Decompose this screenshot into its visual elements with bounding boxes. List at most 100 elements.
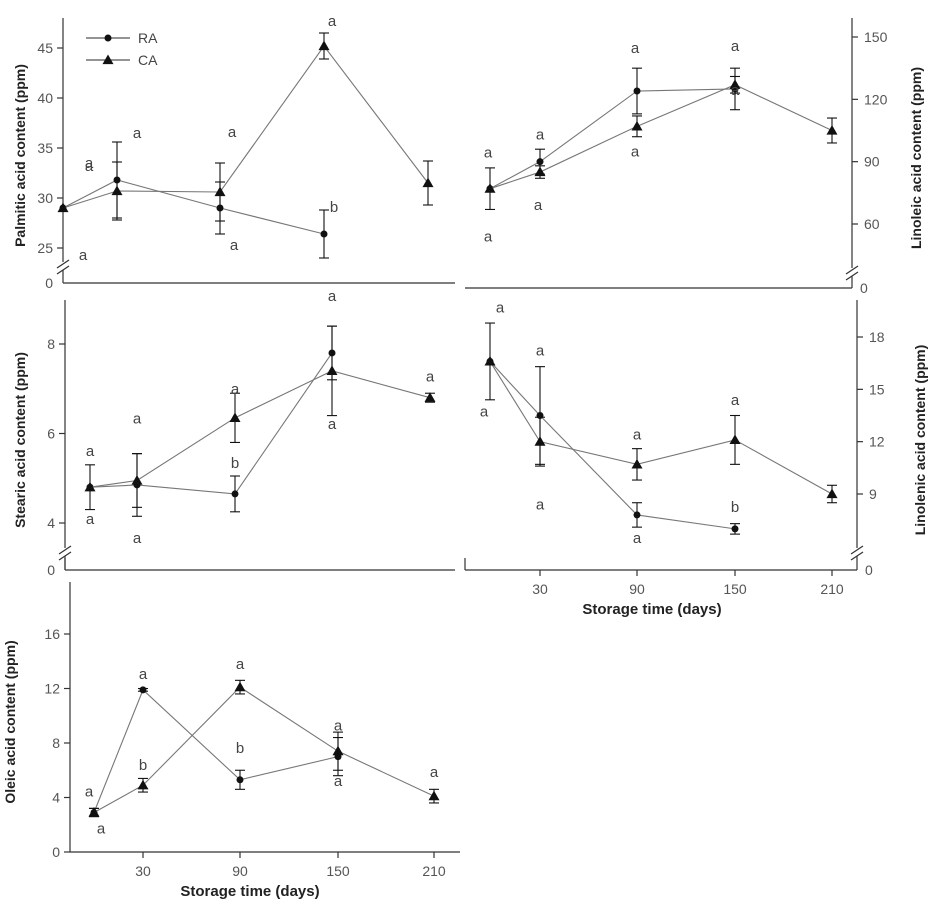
series-line-ca [89, 370, 431, 488]
data-point-ca [332, 745, 344, 756]
y-zero-label: 0 [45, 275, 53, 291]
data-point-ca [484, 355, 496, 366]
significance-label: a [79, 247, 88, 264]
y-axis-label: Palmitic acid content (ppm) [12, 64, 28, 247]
y-axis-label: Linoleic acid content (ppm) [908, 67, 924, 249]
data-point-ca [131, 474, 143, 485]
significance-label: a [85, 783, 94, 800]
data-point-ca [826, 125, 838, 135]
significance-label: a [496, 299, 505, 316]
significance-label: b [330, 199, 338, 216]
significance-label: a [133, 125, 142, 142]
data-point-ca [631, 120, 643, 131]
significance-label: a [731, 82, 740, 99]
legend-marker-ca [102, 54, 114, 65]
series-line-ra [489, 361, 736, 530]
y-tick-label: 8 [52, 735, 60, 751]
significance-label: a [236, 656, 245, 673]
data-point-ra [231, 490, 239, 498]
panel-oleic: 0 4 8 12 16 Oleic acid content (ppm) 30 90 150 21… [2, 582, 460, 900]
y-axis-label: Oleic acid content (ppm) [2, 640, 18, 803]
y-tick-label: 4 [47, 515, 55, 531]
significance-label: a [731, 38, 740, 55]
data-point-ca [729, 79, 741, 89]
data-point-ra [633, 511, 641, 519]
axis-break-mark [58, 545, 72, 555]
panel-palmitic: 25 30 35 40 45 0 Palmitic acid content (ppm) a a… [12, 13, 455, 291]
significance-label: a [631, 143, 640, 160]
panel-linoleic: 60 90 120 150 0 Linoleic acid content (ppm) a a… [465, 18, 924, 296]
y-tick-label: 9 [869, 486, 877, 502]
y-zero-label: 0 [860, 280, 868, 296]
significance-label: a [334, 773, 343, 790]
significance-label: a [534, 197, 543, 214]
data-point-ca [428, 790, 440, 801]
data-point-ra [536, 158, 544, 166]
significance-label: a [480, 403, 489, 420]
x-tick-label: 90 [629, 581, 645, 597]
axis-break-mark [850, 545, 864, 555]
significance-label: b [139, 757, 147, 774]
panel-stearic: 4 6 8 0 Stearic acid content (ppm) a a b a a a a a a [12, 288, 455, 578]
significance-label: a [334, 718, 343, 735]
y-tick-label: 6 [47, 426, 55, 442]
axis-break-mark [845, 265, 859, 275]
significance-label: a [86, 511, 95, 528]
series-line-ra [62, 179, 325, 235]
panel-linolenic: 9 12 15 18 0 Linolenic acid content (ppm) 30 90… [464, 299, 928, 618]
x-axis-label: Storage time (days) [582, 601, 721, 618]
y-tick-label: 0 [52, 844, 60, 860]
significance-label: a [631, 40, 640, 57]
significance-label: a [731, 392, 740, 409]
y-tick-label: 18 [869, 329, 885, 345]
x-tick-label: 150 [723, 581, 747, 597]
significance-label: a [633, 530, 642, 547]
y-tick-label: 60 [864, 216, 880, 232]
data-point-ca [137, 779, 149, 790]
y-tick-label: 16 [44, 626, 60, 642]
x-axis-label: Storage time (days) [180, 883, 319, 900]
data-point-ca [484, 183, 496, 193]
y-axis-label: Linolenic acid content (ppm) [912, 345, 928, 536]
data-point-ca [729, 434, 741, 445]
legend: RA CA [86, 30, 158, 68]
data-point-ca [57, 202, 69, 213]
significance-label: a [430, 764, 439, 781]
significance-label: a [230, 237, 239, 254]
significance-label: a [228, 124, 237, 141]
y-tick-label: 40 [37, 90, 53, 106]
data-point-ca [111, 185, 123, 196]
data-point-ca [88, 806, 100, 817]
series-line-ra [89, 352, 333, 495]
y-zero-label: 0 [47, 562, 55, 578]
significance-label: a [133, 530, 142, 547]
data-point-ca [326, 365, 338, 375]
y-tick-label: 90 [864, 154, 880, 170]
y-tick-label: 120 [864, 91, 888, 107]
data-point-ra [633, 87, 641, 95]
x-tick-label: 30 [135, 863, 151, 879]
significance-label: a [328, 13, 337, 30]
significance-label: b [731, 499, 739, 516]
data-point-ca [318, 40, 330, 51]
y-tick-label: 8 [47, 336, 55, 352]
data-point-ca [84, 481, 96, 492]
significance-label: a [133, 410, 142, 427]
significance-label: a [97, 820, 106, 837]
y-tick-label: 25 [37, 240, 53, 256]
y-axis-label: Stearic acid content (ppm) [12, 352, 28, 528]
significance-label: a [139, 666, 148, 683]
series-line-ca [62, 45, 429, 209]
significance-label: a [484, 145, 493, 162]
data-point-ca [234, 681, 246, 692]
data-point-ra [236, 776, 244, 784]
significance-label: a [86, 443, 95, 460]
data-point-ra [320, 230, 328, 238]
axis-break-mark [56, 259, 70, 269]
legend-label-ca: CA [138, 52, 158, 68]
y-tick-label: 30 [37, 190, 53, 206]
significance-label: a [426, 369, 435, 386]
x-tick-label: 150 [326, 863, 350, 879]
